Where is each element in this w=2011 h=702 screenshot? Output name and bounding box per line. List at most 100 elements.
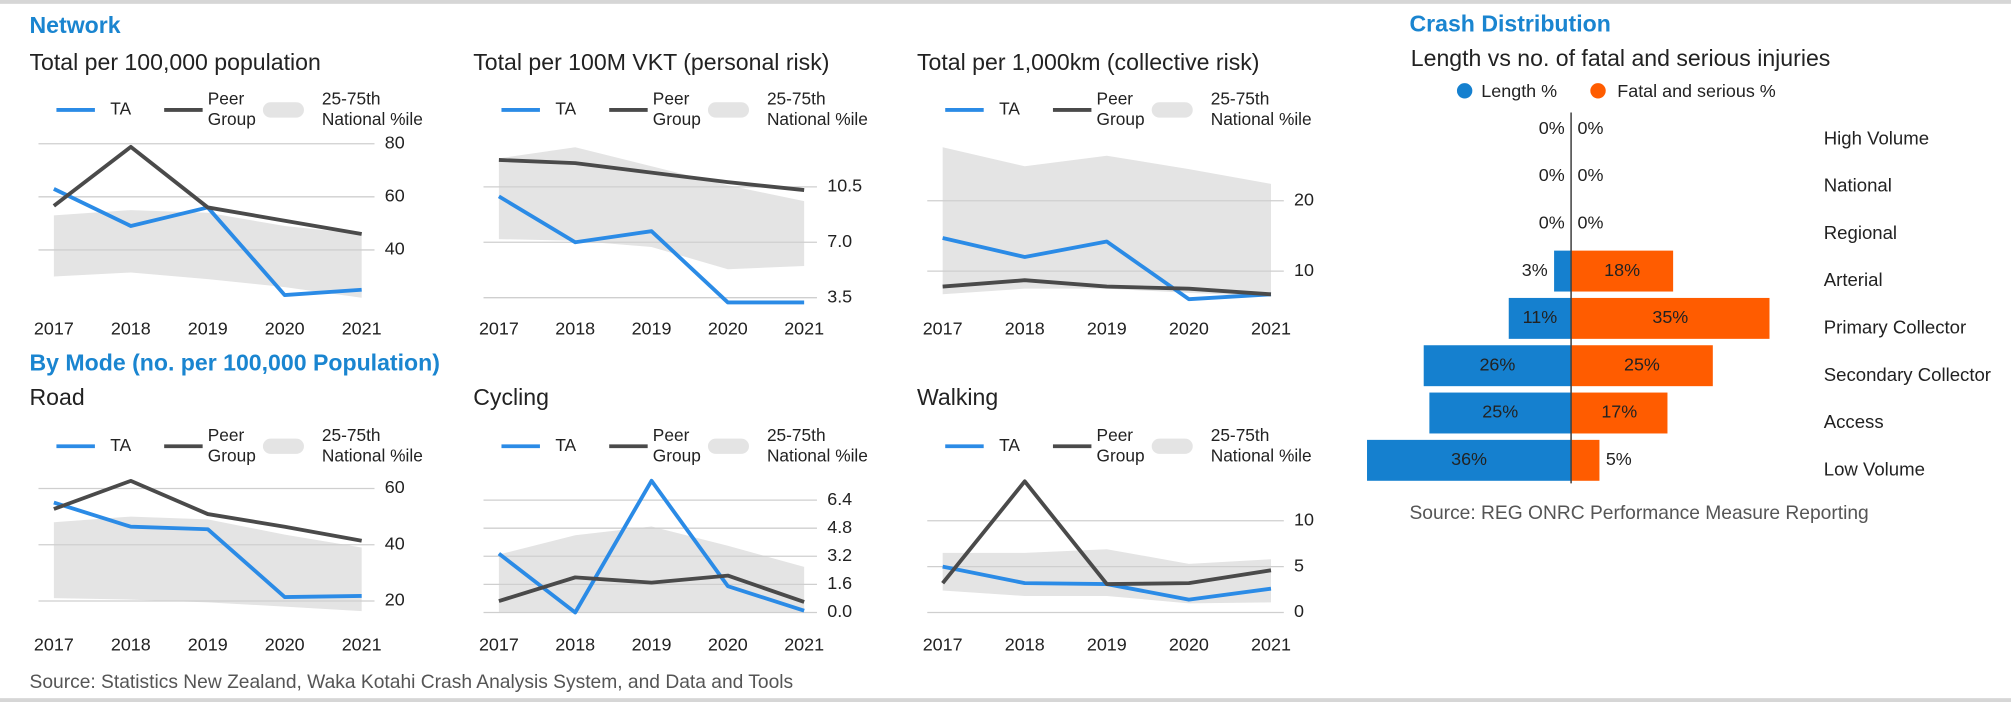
bar — [1571, 392, 1668, 434]
category-label: Regional — [1824, 222, 1897, 243]
bar — [1429, 392, 1572, 434]
value-label: 0% — [1539, 165, 1565, 185]
y-tick-label: 80 — [385, 132, 405, 152]
series-line — [53, 500, 362, 599]
chart-title: Total per 100M VKT (personal risk) — [473, 49, 829, 75]
x-tick-label: 2018 — [111, 634, 151, 654]
value-label: 0% — [1539, 118, 1565, 138]
y-tick-label: 1.6 — [827, 573, 852, 593]
value-label: 18% — [1604, 260, 1640, 280]
x-tick-label: 2020 — [265, 319, 305, 339]
value-label: 26% — [1479, 354, 1515, 374]
x-tick-label: 2019 — [1087, 634, 1127, 654]
y-tick-label: 40 — [385, 533, 405, 553]
x-tick-label: 2019 — [188, 634, 228, 654]
series-line — [498, 158, 805, 192]
legend-label: Peer Group — [653, 88, 701, 128]
x-tick-label: 2017 — [479, 319, 519, 339]
x-tick-label: 2017 — [34, 634, 74, 654]
x-tick-label: 2019 — [632, 634, 672, 654]
category-label: Access — [1824, 411, 1884, 432]
bar — [1423, 345, 1572, 387]
value-label: 25% — [1624, 354, 1660, 374]
value-label: 0% — [1578, 165, 1604, 185]
x-tick-label: 2018 — [555, 634, 595, 654]
percentile-band — [53, 210, 362, 298]
category-label: Arterial — [1824, 269, 1883, 290]
category-label: Low Volume — [1824, 458, 1925, 479]
bar — [1571, 345, 1713, 387]
x-tick-label: 2017 — [34, 319, 74, 339]
bar — [1367, 439, 1572, 481]
legend-label: 25-75th National %ile — [1211, 425, 1312, 465]
legend-label: Length % — [1481, 81, 1557, 101]
x-tick-label: 2017 — [923, 319, 963, 339]
y-tick-label: 5 — [1294, 555, 1304, 575]
legend-label: 25-75th National %ile — [322, 425, 423, 465]
legend-label: TA — [999, 99, 1020, 119]
x-tick-label: 2018 — [111, 319, 151, 339]
series-line — [52, 144, 363, 236]
top-border — [0, 0, 2011, 4]
value-label: 5% — [1606, 449, 1632, 469]
y-tick-label: 60 — [385, 186, 405, 206]
value-label: 36% — [1451, 449, 1487, 469]
series-line — [497, 478, 805, 615]
chart-title: Total per 100,000 population — [29, 49, 320, 75]
y-tick-label: 10 — [1294, 510, 1314, 530]
legend-label: Fatal and serious % — [1617, 81, 1776, 101]
value-label: 25% — [1482, 402, 1518, 422]
section-heading: By Mode (no. per 100,000 Population) — [29, 350, 439, 376]
series-line — [53, 478, 363, 543]
legend-label: TA — [110, 435, 131, 455]
x-tick-label: 2021 — [342, 319, 382, 339]
y-tick-label: 20 — [385, 590, 405, 610]
chart-title: Total per 1,000km (collective risk) — [917, 49, 1259, 75]
legend-swatch — [1151, 102, 1193, 118]
value-label: 11% — [1523, 307, 1558, 327]
value-label: 0% — [1578, 118, 1604, 138]
y-tick-label: 7.0 — [827, 231, 852, 251]
legend-label: Peer Group — [208, 88, 256, 128]
source-note: Source: Statistics New Zealand, Waka Kot… — [29, 672, 793, 693]
x-tick-label: 2021 — [1251, 634, 1291, 654]
source-note: Source: REG ONRC Performance Measure Rep… — [1409, 503, 1868, 524]
legend-label: TA — [555, 435, 576, 455]
series-line — [941, 479, 1272, 586]
section-heading: Network — [29, 12, 120, 38]
y-tick-label: 4.8 — [827, 517, 852, 537]
x-tick-label: 2018 — [1005, 634, 1045, 654]
category-label: Secondary Collector — [1824, 364, 1991, 385]
legend-swatch — [1456, 83, 1473, 99]
y-tick-label: 0.0 — [827, 601, 852, 621]
bar — [1508, 297, 1572, 339]
legend-label: TA — [999, 435, 1020, 455]
value-label: 0% — [1578, 213, 1604, 233]
category-label: National — [1824, 175, 1892, 196]
legend-label: Peer Group — [1097, 88, 1145, 128]
legend-label: 25-75th National %ile — [767, 88, 868, 128]
x-tick-label: 2020 — [265, 634, 305, 654]
x-tick-label: 2021 — [1251, 319, 1291, 339]
percentile-band — [942, 549, 1271, 604]
y-tick-label: 0 — [1294, 601, 1304, 621]
section-heading: Crash Distribution — [1409, 11, 1610, 37]
value-label: 0% — [1539, 213, 1565, 233]
y-tick-label: 6.4 — [827, 489, 852, 509]
series-line — [497, 194, 805, 305]
legend-label: 25-75th National %ile — [1211, 88, 1312, 128]
legend-swatch — [707, 438, 749, 454]
series-line — [942, 236, 1272, 302]
percentile-band — [498, 147, 805, 270]
x-tick-label: 2017 — [923, 634, 963, 654]
x-tick-label: 2017 — [479, 634, 519, 654]
percentile-band — [53, 516, 362, 612]
x-tick-label: 2021 — [342, 634, 382, 654]
chart-title: Walking — [917, 384, 998, 410]
y-tick-label: 10.5 — [827, 176, 862, 196]
y-tick-label: 10 — [1294, 260, 1314, 280]
legend-swatch — [1590, 83, 1606, 99]
y-tick-label: 60 — [385, 477, 405, 497]
x-tick-label: 2021 — [784, 319, 824, 339]
